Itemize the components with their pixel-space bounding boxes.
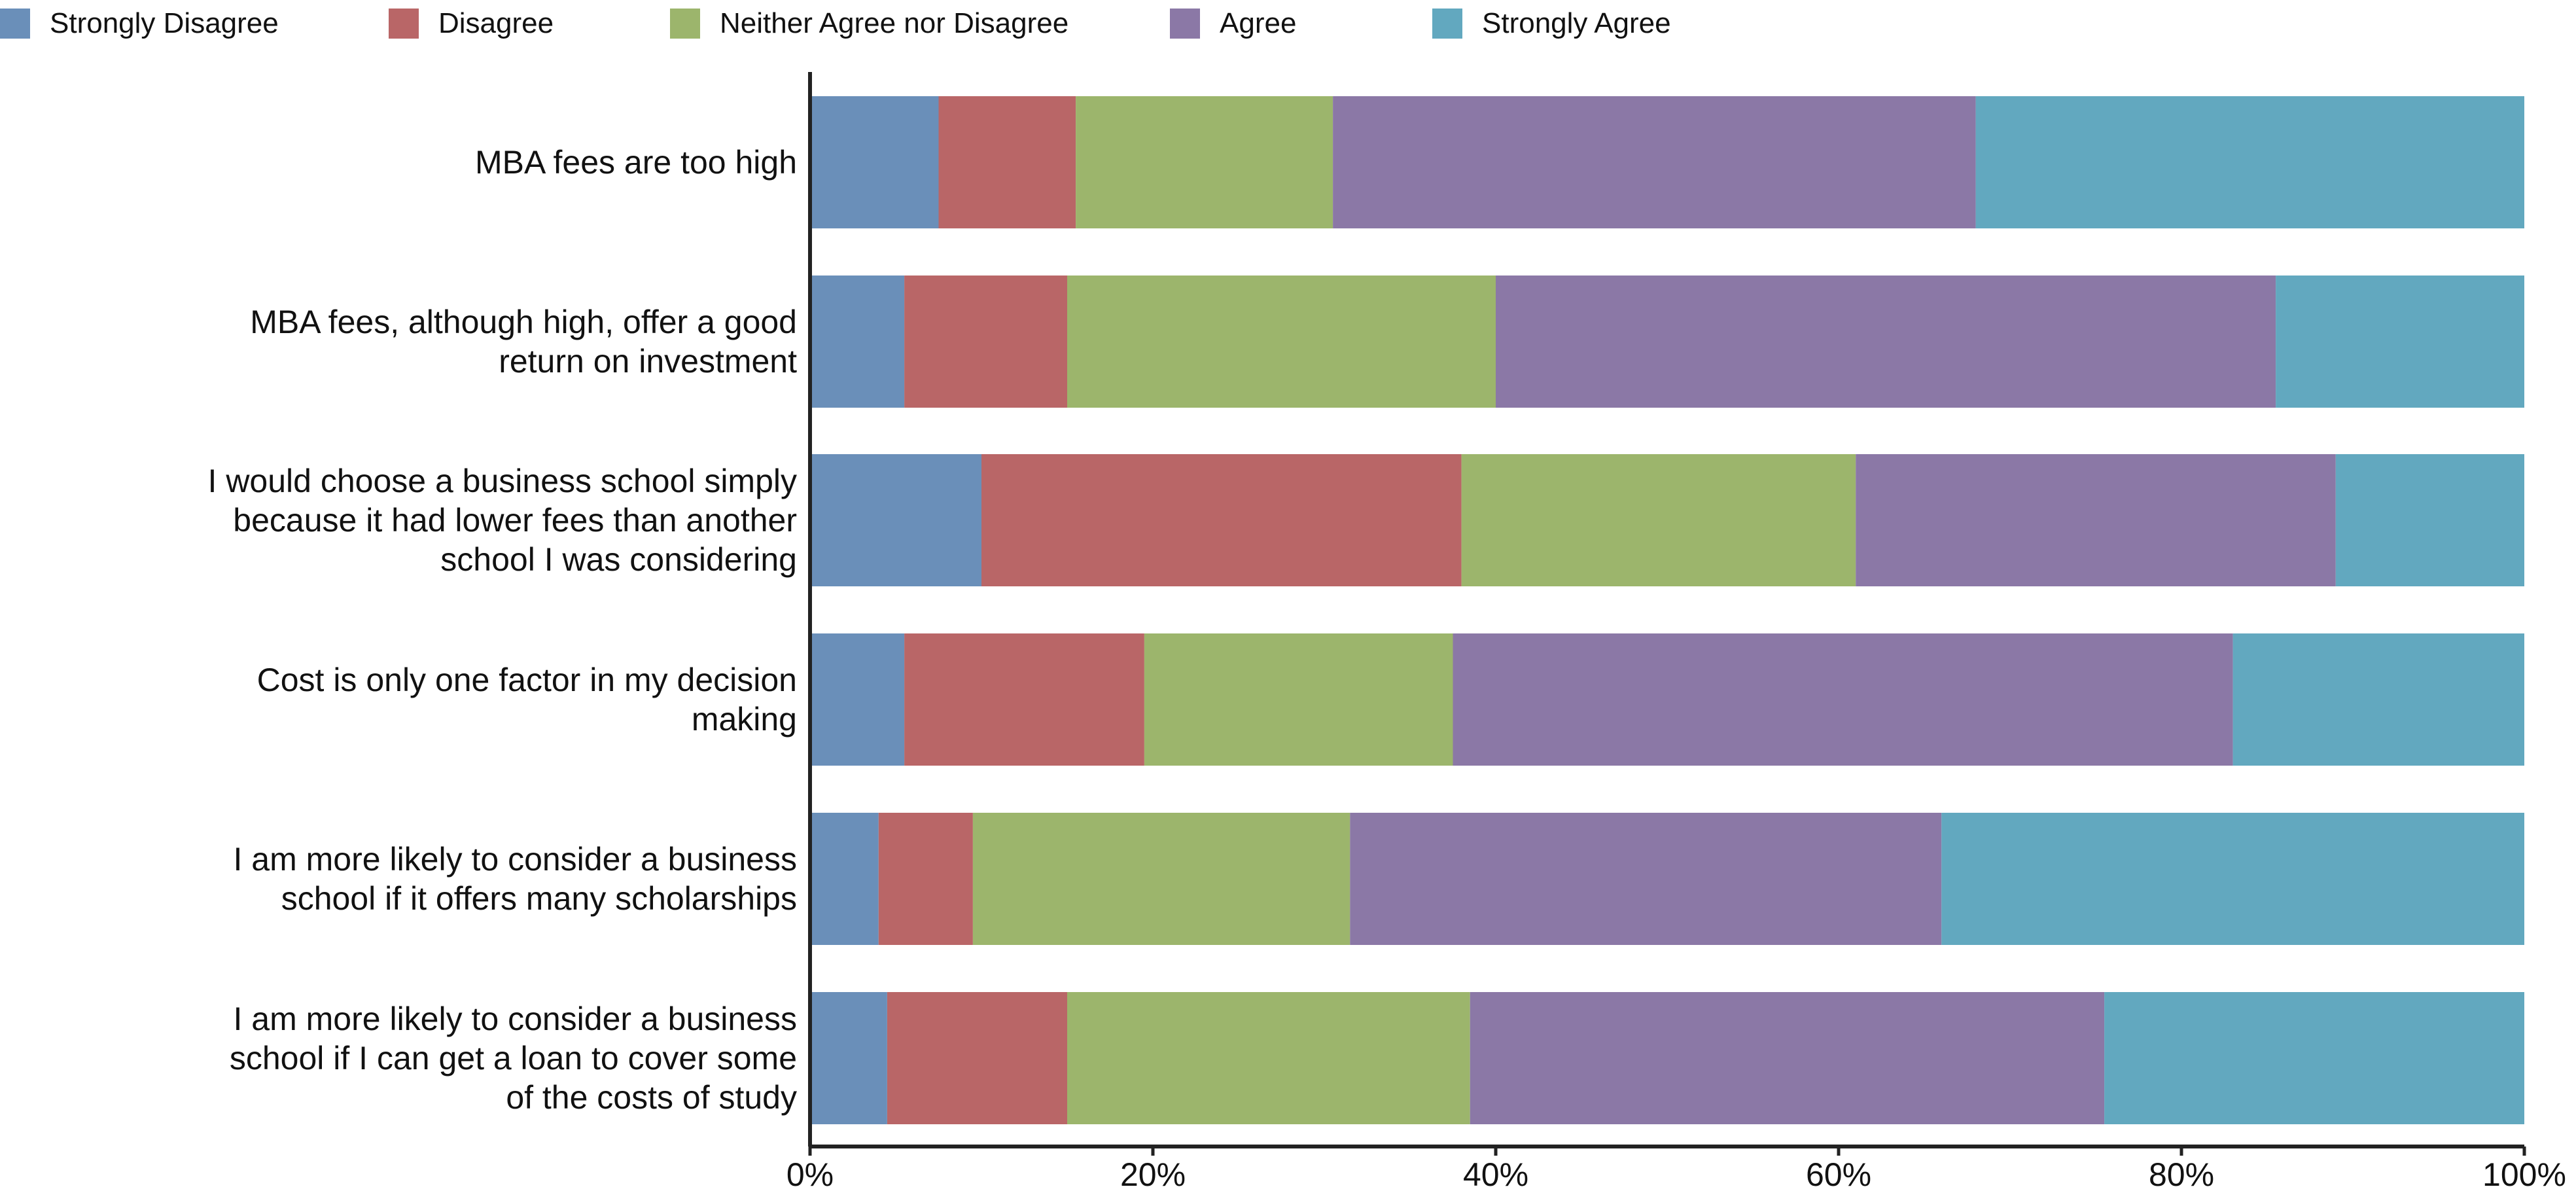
bar-segment bbox=[2276, 276, 2524, 408]
category-label-line: Cost is only one factor in my decision bbox=[257, 662, 797, 698]
bar-segment bbox=[1975, 96, 2524, 228]
category-label: Cost is only one factor in my decision ma… bbox=[257, 662, 797, 738]
bar-segment bbox=[1453, 633, 2233, 766]
legend-item: Strongly Agree bbox=[1432, 7, 1671, 39]
bar-row bbox=[810, 276, 2524, 408]
bar-row bbox=[810, 633, 2524, 766]
bar-segment bbox=[1496, 276, 2276, 408]
bar-segment bbox=[2335, 454, 2524, 586]
legend-label: Disagree bbox=[438, 7, 554, 39]
category-label-line: school I was considering bbox=[440, 541, 797, 578]
category-labels: MBA fees are too high MBA fees, although … bbox=[208, 144, 798, 1116]
bar-segment bbox=[981, 454, 1462, 586]
category-label-line: of the costs of study bbox=[506, 1079, 797, 1116]
category-label-line: I am more likely to consider a business bbox=[234, 1001, 797, 1037]
bar-segment bbox=[2104, 992, 2524, 1124]
legend-swatch bbox=[389, 9, 419, 39]
axes: 0% 20% 40% 60% 80% 100% bbox=[786, 72, 2566, 1191]
category-label-line: I would choose a business school simply bbox=[208, 463, 797, 499]
bar-segment bbox=[810, 813, 879, 945]
bar-segment bbox=[1067, 276, 1496, 408]
bar-segment bbox=[810, 96, 939, 228]
bar-segment bbox=[972, 813, 1350, 945]
bar-row bbox=[810, 454, 2524, 586]
legend-item: Agree bbox=[1170, 7, 1296, 39]
category-label-line: MBA fees are too high bbox=[475, 144, 797, 181]
category-label-line: return on investment bbox=[499, 343, 797, 380]
bar-segment bbox=[904, 633, 1144, 766]
x-tick-label: 40% bbox=[1463, 1156, 1528, 1191]
category-label-line: I am more likely to consider a business bbox=[234, 841, 797, 878]
bar-segment bbox=[904, 276, 1067, 408]
x-tick-label: 60% bbox=[1806, 1156, 1871, 1191]
category-label: MBA fees, although high, offer a good ret… bbox=[250, 304, 797, 380]
legend-swatch bbox=[1170, 9, 1200, 39]
category-label: MBA fees are too high bbox=[475, 144, 797, 181]
bar-segment bbox=[1076, 96, 1333, 228]
bar-segment bbox=[2232, 633, 2524, 766]
bar-segment bbox=[810, 992, 887, 1124]
legend-label: Neither Agree nor Disagree bbox=[720, 7, 1068, 39]
legend-label: Strongly Disagree bbox=[50, 7, 279, 39]
category-label: I would choose a business school simply b… bbox=[208, 463, 797, 578]
x-tick-label: 0% bbox=[786, 1156, 834, 1191]
bar-segment bbox=[878, 813, 973, 945]
bar-row bbox=[810, 96, 2524, 228]
bar-segment bbox=[887, 992, 1067, 1124]
x-tick-label: 80% bbox=[2149, 1156, 2214, 1191]
legend-item: Disagree bbox=[389, 7, 554, 39]
bar-segment bbox=[1144, 633, 1453, 766]
bars-group bbox=[810, 96, 2524, 1124]
category-label-line: school if I can get a loan to cover some bbox=[230, 1040, 797, 1076]
bar-segment bbox=[1461, 454, 1856, 586]
bar-row bbox=[810, 813, 2524, 945]
category-label-line: making bbox=[692, 701, 797, 738]
legend-item: Neither Agree nor Disagree bbox=[670, 7, 1068, 39]
bar-segment bbox=[1470, 992, 2105, 1124]
category-label-line: because it had lower fees than another bbox=[233, 502, 797, 539]
bar-segment bbox=[810, 454, 981, 586]
bar-row bbox=[810, 992, 2524, 1124]
legend-swatch bbox=[1432, 9, 1462, 39]
chart-legend: Strongly Disagree Disagree Neither Agree n… bbox=[0, 7, 1671, 39]
bar-segment bbox=[938, 96, 1076, 228]
legend-label: Strongly Agree bbox=[1482, 7, 1671, 39]
x-tick-label: 20% bbox=[1120, 1156, 1186, 1191]
bar-segment bbox=[1856, 454, 2336, 586]
legend-swatch bbox=[670, 9, 700, 39]
bar-segment bbox=[1067, 992, 1470, 1124]
category-label-line: school if it offers many scholarships bbox=[281, 880, 797, 917]
bar-segment bbox=[1333, 96, 1976, 228]
legend-label: Agree bbox=[1220, 7, 1296, 39]
bar-segment bbox=[810, 276, 905, 408]
bar-segment bbox=[810, 633, 905, 766]
legend-item: Strongly Disagree bbox=[0, 7, 279, 39]
category-label-line: MBA fees, although high, offer a good bbox=[250, 304, 797, 340]
x-tick-label: 100% bbox=[2482, 1156, 2566, 1191]
bar-segment bbox=[1350, 813, 1942, 945]
bar-segment bbox=[1941, 813, 2524, 945]
legend-swatch bbox=[0, 9, 30, 39]
category-label: I am more likely to consider a business s… bbox=[230, 1001, 797, 1116]
category-label: I am more likely to consider a business s… bbox=[234, 841, 797, 917]
